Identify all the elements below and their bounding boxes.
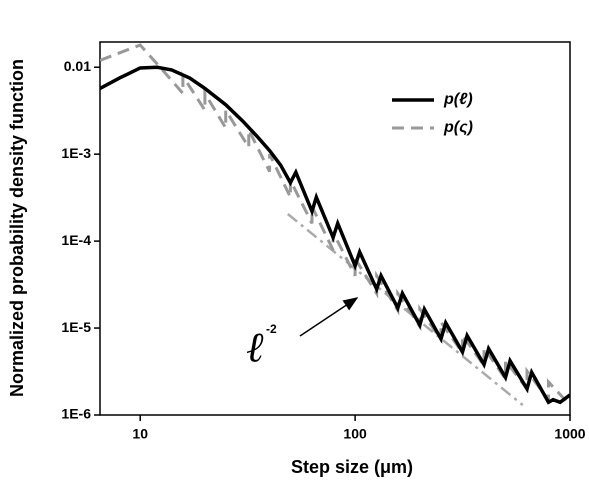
legend-label: p(ℓ) (443, 91, 473, 108)
series-line (100, 43, 570, 407)
x-axis-title: Step size (μm) (291, 457, 413, 477)
series-line (100, 65, 570, 405)
y-tick-label: 1E-5 (61, 319, 91, 335)
annotation-arrow (299, 297, 359, 337)
reference-line (286, 213, 524, 407)
annotation-exponent: -2 (266, 322, 277, 336)
y-axis-title: Normalized probability density function (7, 59, 27, 397)
y-tick-label: 0.01 (64, 58, 91, 74)
x-tick-label: 100 (343, 426, 367, 442)
y-tick-label: 1E-3 (61, 145, 91, 161)
annotation-base: ℓ (246, 326, 264, 372)
legend-label: p(ς) (443, 119, 473, 136)
x-tick-label: 10 (132, 426, 148, 442)
y-tick-label: 1E-6 (61, 406, 91, 422)
y-tick-label: 1E-4 (61, 232, 91, 248)
plot-frame (99, 41, 571, 416)
x-tick-label: 1000 (554, 426, 585, 442)
